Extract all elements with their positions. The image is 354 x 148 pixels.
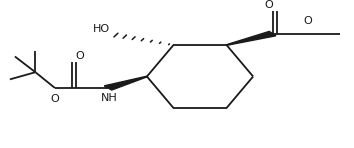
Polygon shape bbox=[226, 31, 276, 45]
Text: O: O bbox=[75, 52, 84, 61]
Polygon shape bbox=[104, 76, 147, 90]
Text: O: O bbox=[51, 94, 59, 104]
Text: NH: NH bbox=[101, 93, 118, 103]
Text: O: O bbox=[265, 0, 273, 10]
Text: HO: HO bbox=[93, 24, 110, 34]
Text: O: O bbox=[304, 16, 312, 26]
